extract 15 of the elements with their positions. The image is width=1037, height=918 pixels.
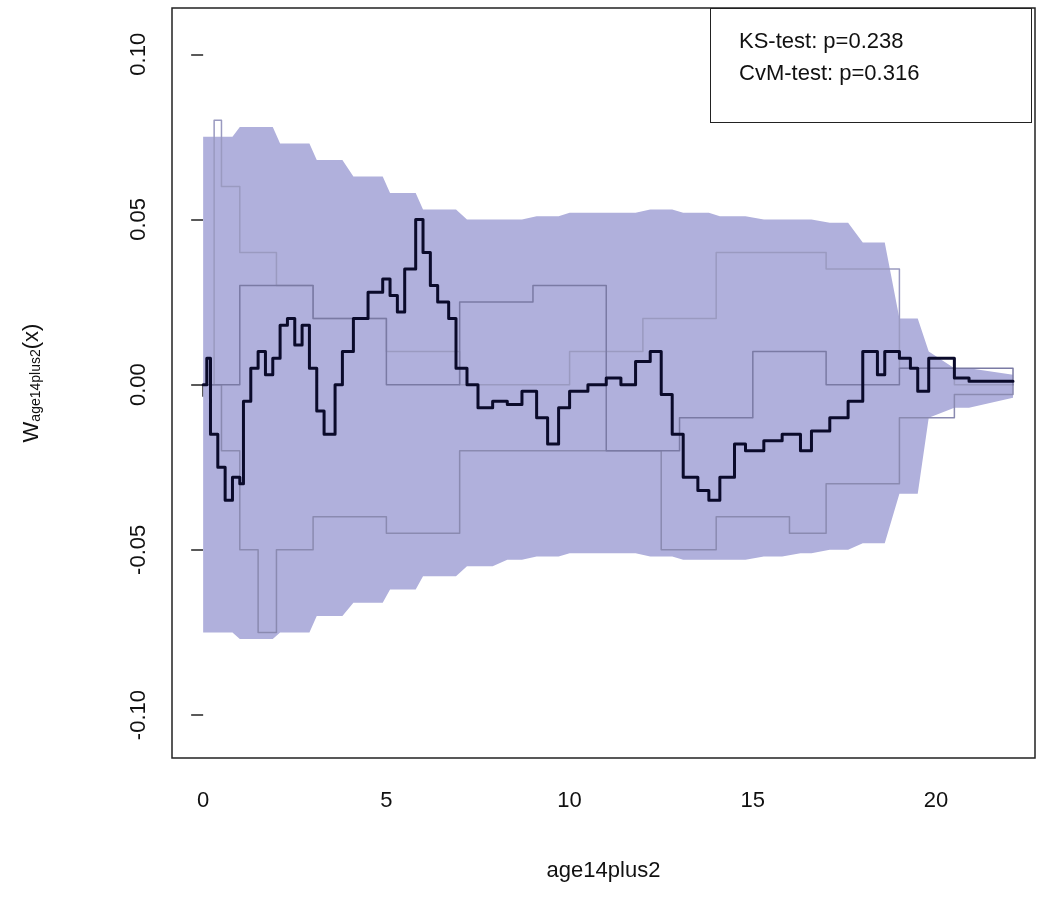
annotation: KS-test: p=0.238 <box>739 27 905 55</box>
x-tick-label: 5 <box>380 786 393 812</box>
y-axis-title: Wage14plus2(x) <box>17 323 43 443</box>
y-tick-label: 0.10 <box>124 32 150 76</box>
y-tick-label: -0.10 <box>124 689 150 741</box>
annotation: CvM-test: p=0.316 <box>739 59 921 87</box>
x-tick-label: 0 <box>197 786 210 812</box>
y-tick-label: 0.00 <box>124 363 150 407</box>
x-tick-label: 15 <box>740 786 766 812</box>
note-box: KS-test: p=0.238 CvM-test: p=0.316 <box>710 8 1032 123</box>
y-tick-label: -0.05 <box>124 524 150 575</box>
x-tick-label: 10 <box>557 786 582 812</box>
x-axis-title: age14plus2 <box>546 856 661 882</box>
x-tick-label: 20 <box>923 786 949 812</box>
y-tick-label: 0.05 <box>124 198 150 241</box>
